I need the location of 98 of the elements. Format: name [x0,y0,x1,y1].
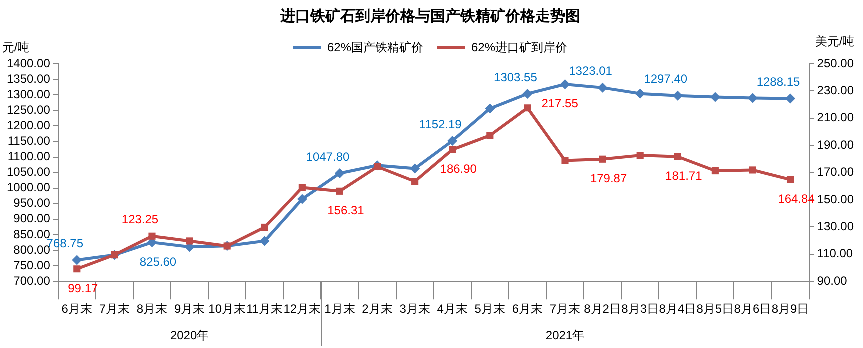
y-tick-label: 1150.00 [8,134,51,148]
data-label: 186.90 [440,162,478,176]
x-tick-label: 2月末 [362,302,393,316]
x-tick-label: 8月末 [136,302,168,316]
chart-title: 进口铁矿石到岸价格与国产铁精矿价格走势图 [280,7,580,26]
y2-tick-label: 230.00 [817,84,854,98]
x-tick-label: 4月末 [437,302,468,316]
point [635,88,646,99]
y2-tick-label: 170.00 [817,165,854,180]
point [674,153,682,160]
point [599,156,606,163]
y-tick-label: 700.00 [14,274,51,288]
y-tick-label: 1350.00 [6,72,51,86]
data-label: 181.71 [666,169,703,184]
data-label: 217.55 [542,96,579,110]
point [485,104,496,114]
point [412,178,419,186]
data-label: 164.84 [778,192,816,206]
data-label: 1288.15 [756,75,801,90]
x-tick-label: 5月末 [474,302,506,316]
data-label: 825.60 [140,254,177,269]
data-label: 179.87 [590,172,628,186]
x-tick-label: 7月末 [99,302,130,316]
text: 2021年 [546,328,585,342]
point [486,132,494,140]
y-tick-label: 1400.00 [6,56,51,70]
y-tick-label: 1050.00 [6,165,51,180]
point [672,90,683,101]
data-label: 1297.40 [644,72,688,86]
point [260,236,270,246]
data-label: 1303.55 [494,70,538,84]
point [186,238,194,245]
y2-axis-title: 美元/吨 [815,34,855,48]
point [410,164,420,174]
point [297,194,308,204]
y2-tick-label: 250.00 [817,56,854,70]
y-tick-label: 1100.00 [8,150,51,164]
x-tick-label: 9月末 [174,302,206,316]
y2-tick-label: 190.00 [817,138,854,152]
y-axis-title: 元/吨 [2,40,30,54]
y-tick-label: 900.00 [14,212,51,226]
x-tick-label: 6月末 [512,302,544,316]
y2-tick-label: 130.00 [817,220,854,234]
point [74,266,81,273]
point [448,136,458,146]
y-tick-label: 1200.00 [6,118,51,132]
point [786,94,796,104]
point [636,152,644,160]
x-tick-label: 8月2日 [584,302,622,316]
y-tick-label: 1000.00 [6,180,51,195]
y2-tick-label: 90.00 [817,274,848,288]
point [749,166,757,174]
y-tick-label: 1250.00 [6,102,51,117]
data-label: 1152.19 [419,117,462,132]
data-label: 99.17 [68,281,98,296]
y2-tick-label: 110.00 [817,246,854,261]
y-tick-label: 950.00 [14,196,51,210]
point [560,80,570,90]
point [710,92,720,102]
point [298,184,306,192]
data-label: 123.25 [122,212,159,227]
point [524,104,532,112]
x-tick-label: 3月末 [400,302,430,316]
x-tick-label: 10月末 [208,302,246,316]
point [449,146,456,154]
data-label: 1323.01 [569,64,613,78]
x-tick-label: 8月9日 [772,302,810,316]
x-tick-label: 8月6日 [734,302,772,316]
y-tick-label: 1300.00 [6,87,51,102]
y-tick-label: 850.00 [14,227,51,242]
x-tick-label: 11月末 [246,302,284,316]
point [598,82,608,93]
point [786,176,794,184]
y2-tick-label: 210.00 [817,110,854,125]
point [374,163,382,170]
x-tick-label: 7月末 [550,302,581,316]
x-tick-label: 1月末 [324,302,356,316]
legend-label: 62%国产铁精矿价 [327,40,424,54]
point [336,188,344,195]
x-tick-label: 8月5日 [696,302,734,316]
x-tick-label: 12月末 [284,302,322,316]
point [522,88,533,99]
x-tick-label: 8月4日 [659,302,697,316]
point [148,232,156,240]
x-tick-label: 6月末 [62,302,92,316]
y-tick-label: 750.00 [14,258,51,272]
data-label: 1047.80 [306,150,350,164]
legend-label: 62%进口矿到岸价 [472,40,568,54]
point [261,224,268,232]
data-label: 156.31 [328,204,365,218]
point [562,157,569,164]
x-tick-label: 8月3日 [622,302,660,316]
point [748,93,758,104]
text: 2020年 [170,328,210,342]
point [72,255,82,266]
point [712,167,719,175]
y2-tick-label: 150.00 [817,192,854,206]
point [334,168,345,178]
